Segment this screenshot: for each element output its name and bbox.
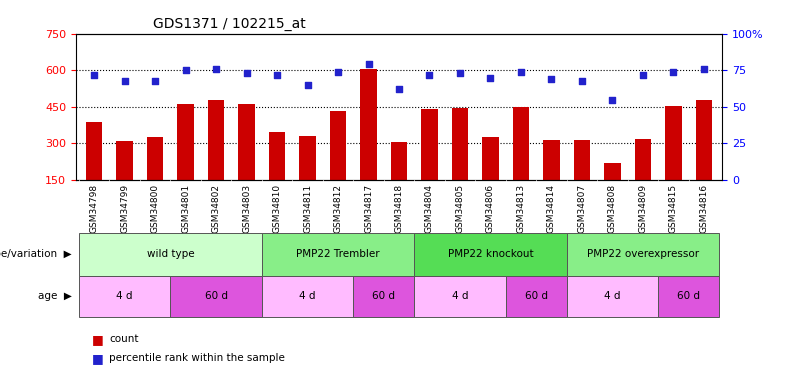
Point xyxy=(148,78,161,84)
Text: GSM34814: GSM34814 xyxy=(547,184,556,233)
Text: count: count xyxy=(109,334,139,344)
Text: wild type: wild type xyxy=(147,249,194,259)
Point xyxy=(271,72,283,78)
Bar xyxy=(634,139,651,180)
Text: 4 d: 4 d xyxy=(452,291,468,301)
Bar xyxy=(543,140,560,180)
Text: ■: ■ xyxy=(92,333,104,346)
Point xyxy=(423,72,436,78)
Bar xyxy=(567,276,658,317)
Bar xyxy=(665,106,681,180)
Text: 60 d: 60 d xyxy=(372,291,395,301)
Text: GSM34806: GSM34806 xyxy=(486,184,495,233)
Text: GSM34804: GSM34804 xyxy=(425,184,434,233)
Bar xyxy=(604,163,621,180)
Text: age  ▶: age ▶ xyxy=(38,291,72,301)
Point xyxy=(240,70,253,76)
Point xyxy=(697,66,710,72)
Text: GSM34805: GSM34805 xyxy=(456,184,464,233)
Text: GSM34802: GSM34802 xyxy=(211,184,220,233)
Text: GSM34812: GSM34812 xyxy=(334,184,342,233)
Bar xyxy=(262,276,354,317)
Point xyxy=(606,97,618,103)
Bar xyxy=(147,137,164,180)
Text: 4 d: 4 d xyxy=(604,291,621,301)
Text: GSM34815: GSM34815 xyxy=(669,184,678,233)
Bar xyxy=(506,276,567,317)
Bar xyxy=(482,137,499,180)
Text: genotype/variation  ▶: genotype/variation ▶ xyxy=(0,249,72,259)
Bar xyxy=(354,276,414,317)
Text: GSM34807: GSM34807 xyxy=(578,184,587,233)
Bar xyxy=(658,276,719,317)
Point xyxy=(545,76,558,82)
Text: GSM34803: GSM34803 xyxy=(242,184,251,233)
Text: GSM34818: GSM34818 xyxy=(394,184,404,233)
Text: GSM34798: GSM34798 xyxy=(89,184,99,233)
Bar xyxy=(79,232,262,276)
Text: ■: ■ xyxy=(92,352,104,364)
Point xyxy=(362,62,375,68)
Point xyxy=(515,69,527,75)
Text: GSM34799: GSM34799 xyxy=(120,184,129,233)
Point xyxy=(637,72,650,78)
Bar xyxy=(414,276,506,317)
Point xyxy=(88,72,101,78)
Point xyxy=(210,66,223,72)
Text: GSM34800: GSM34800 xyxy=(151,184,160,233)
Point xyxy=(575,78,588,84)
Text: GSM34809: GSM34809 xyxy=(638,184,647,233)
Bar xyxy=(262,232,414,276)
Point xyxy=(118,78,131,84)
Text: 60 d: 60 d xyxy=(204,291,227,301)
Text: PMP22 knockout: PMP22 knockout xyxy=(448,249,533,259)
Text: GSM34816: GSM34816 xyxy=(699,184,709,233)
Text: GSM34811: GSM34811 xyxy=(303,184,312,233)
Bar xyxy=(269,132,286,180)
Text: 60 d: 60 d xyxy=(678,291,700,301)
Bar xyxy=(117,141,133,180)
Bar xyxy=(330,111,346,180)
Bar xyxy=(238,104,255,180)
Bar xyxy=(452,108,468,180)
Text: PMP22 Trembler: PMP22 Trembler xyxy=(296,249,380,259)
Bar xyxy=(85,122,102,180)
Point xyxy=(667,69,680,75)
Point xyxy=(180,68,192,74)
Bar xyxy=(170,276,262,317)
Bar xyxy=(512,107,529,180)
Bar xyxy=(696,100,713,180)
Point xyxy=(301,82,314,88)
Bar xyxy=(421,110,438,180)
Bar xyxy=(414,232,567,276)
Text: PMP22 overexpressor: PMP22 overexpressor xyxy=(587,249,699,259)
Text: percentile rank within the sample: percentile rank within the sample xyxy=(109,353,285,363)
Point xyxy=(484,75,497,81)
Bar xyxy=(390,142,408,180)
Point xyxy=(453,70,466,76)
Text: GSM34813: GSM34813 xyxy=(516,184,525,233)
Text: GSM34801: GSM34801 xyxy=(181,184,190,233)
Text: 4 d: 4 d xyxy=(299,291,316,301)
Text: 60 d: 60 d xyxy=(525,291,547,301)
Text: GSM34810: GSM34810 xyxy=(273,184,282,233)
Bar xyxy=(574,140,591,180)
Bar xyxy=(567,232,719,276)
Bar xyxy=(207,100,224,180)
Text: 4 d: 4 d xyxy=(117,291,132,301)
Point xyxy=(332,69,345,75)
Text: GSM34817: GSM34817 xyxy=(364,184,373,233)
Bar xyxy=(79,276,170,317)
Bar xyxy=(177,104,194,180)
Text: GDS1371 / 102215_at: GDS1371 / 102215_at xyxy=(153,17,306,32)
Text: GSM34808: GSM34808 xyxy=(608,184,617,233)
Bar xyxy=(299,136,316,180)
Bar xyxy=(360,69,377,180)
Point xyxy=(393,86,405,92)
